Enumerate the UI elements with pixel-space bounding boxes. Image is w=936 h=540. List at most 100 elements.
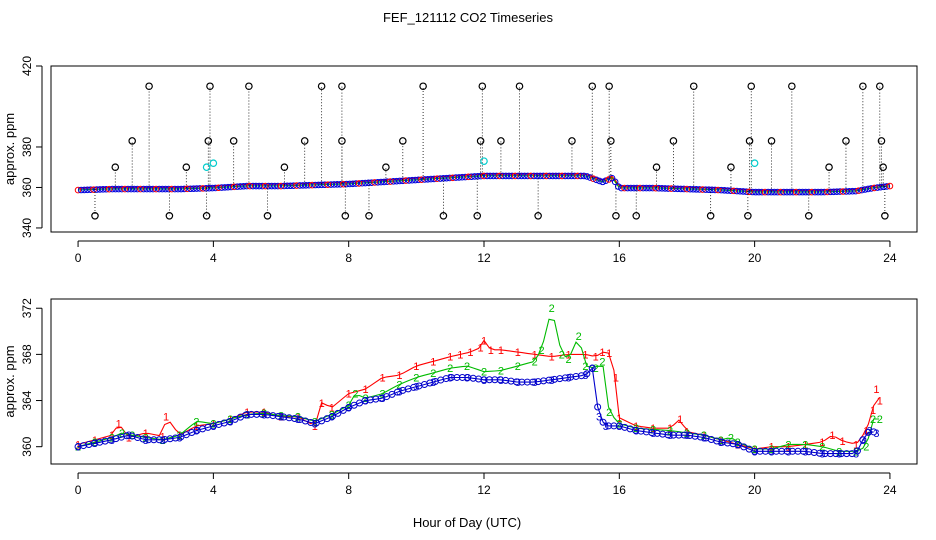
bottom-series-1-label: 1 (116, 419, 122, 431)
top-spike-point (206, 82, 214, 91)
bottom-series-1-label: 1 (488, 345, 494, 357)
bottom-series-1-label: 1 (606, 348, 612, 360)
top-data-point (130, 185, 138, 193)
bottom-series-2-label: 2 (352, 389, 358, 401)
bottom-series-3-point (837, 450, 845, 458)
top-data-point (102, 185, 110, 193)
top-data-point (296, 182, 304, 189)
top-data-point (721, 187, 728, 194)
bottom-series-3-point (870, 428, 878, 436)
top-data-point (383, 178, 391, 186)
bottom-series-3-point (794, 447, 802, 455)
bottom-series-2-label: 2 (836, 446, 842, 458)
bottom-series-3-point (529, 378, 537, 386)
bottom-series-3-point (264, 411, 271, 419)
top-spike-point (341, 212, 350, 220)
top-data-point (499, 172, 507, 180)
bottom-series-1-label: 1 (109, 430, 115, 442)
top-data-point (561, 172, 569, 180)
bottom-series-2-label: 2 (853, 446, 859, 458)
bottom-series-1-label: 1 (532, 349, 538, 361)
top-data-point (836, 188, 844, 195)
top-data-point (343, 180, 350, 188)
top-data-point (455, 174, 463, 181)
top-data-point (480, 172, 488, 180)
top-spike-point (825, 163, 833, 172)
top-data-point (565, 172, 572, 180)
bottom-series-3-label: 3 (853, 449, 859, 461)
top-data-point (280, 182, 288, 190)
top-data-point (549, 172, 556, 180)
bottom-series-3-point (724, 439, 732, 447)
top-data-point (162, 185, 169, 193)
bottom-series-1-label: 1 (210, 419, 216, 431)
bottom-series-3-point (675, 431, 683, 439)
top-cyan-point (750, 159, 759, 167)
bottom-series-3-point (843, 450, 851, 458)
top-spike-point (605, 82, 613, 91)
top-data-point (764, 188, 772, 196)
bottom-series-2-label: 2 (599, 356, 605, 368)
bottom-x-tick-label: 24 (883, 483, 897, 497)
top-data-point (580, 172, 588, 180)
bottom-series-3-point (150, 436, 158, 444)
top-spike-point (165, 212, 174, 220)
bottom-series-2-label: 2 (870, 414, 876, 426)
top-data-point (558, 172, 566, 180)
top-data-point (602, 177, 610, 184)
top-data-point (112, 185, 119, 193)
bottom-series-1-label: 1 (613, 372, 619, 384)
top-data-point (524, 172, 532, 180)
top-data-point (399, 177, 407, 185)
top-data-point (708, 186, 716, 194)
top-spike-point (365, 212, 373, 220)
top-data-point (852, 187, 859, 195)
top-data-point (93, 186, 101, 193)
top-spike-point (745, 137, 754, 145)
top-data-point (340, 180, 347, 188)
bottom-series-3-label: 3 (549, 375, 555, 387)
bottom-series-3-label: 3 (785, 446, 791, 458)
top-data-point (199, 185, 207, 192)
top-data-point (190, 185, 197, 192)
top-data-point (511, 172, 519, 180)
bottom-series-3-label: 3 (295, 414, 301, 426)
bottom-series-3-point (339, 406, 347, 414)
top-data-point (646, 184, 653, 192)
bottom-series-3-label: 3 (768, 446, 774, 458)
bottom-series-2-label: 2 (752, 444, 758, 456)
top-data-point (727, 187, 734, 194)
bottom-series-1-label: 1 (457, 349, 463, 361)
top-data-point (680, 185, 688, 193)
top-data-point (792, 188, 800, 196)
top-data-point (324, 181, 332, 188)
top-spike-point (478, 82, 487, 91)
top-data-point (799, 188, 806, 196)
bottom-series-3-point (653, 429, 661, 437)
bottom-series-3-label: 3 (379, 393, 385, 405)
top-spike-point (842, 137, 850, 145)
top-spike-point (280, 163, 289, 172)
bottom-series-1-label: 1 (549, 352, 555, 364)
top-plot-frame (50, 65, 918, 233)
top-data-point (496, 172, 503, 180)
bottom-series-3-point (610, 422, 618, 430)
top-spike-point (473, 212, 482, 220)
top-data-point (652, 184, 660, 192)
top-panel: 0 4 8 12 16 20 24 340 360 380 420 approx. ppm (2, 56, 918, 265)
bottom-series-1-label: 1 (346, 389, 352, 401)
top-spike-point (881, 212, 889, 220)
bottom-series-3-point (642, 428, 650, 436)
bottom-y-tick-label: 368 (20, 344, 34, 364)
top-data-point (552, 172, 560, 180)
top-data-point (577, 172, 585, 180)
top-data-point (796, 188, 803, 196)
bottom-series-3-label: 3 (684, 430, 690, 442)
top-data-point (371, 179, 379, 186)
bottom-series-2-label: 2 (819, 442, 825, 454)
bottom-series-2-label: 2 (227, 414, 233, 426)
bottom-series-3-point (334, 409, 342, 417)
bottom-series-3-label: 3 (210, 421, 216, 433)
bottom-series-1-label: 1 (467, 347, 473, 359)
bottom-series-1-label: 1 (363, 384, 369, 396)
